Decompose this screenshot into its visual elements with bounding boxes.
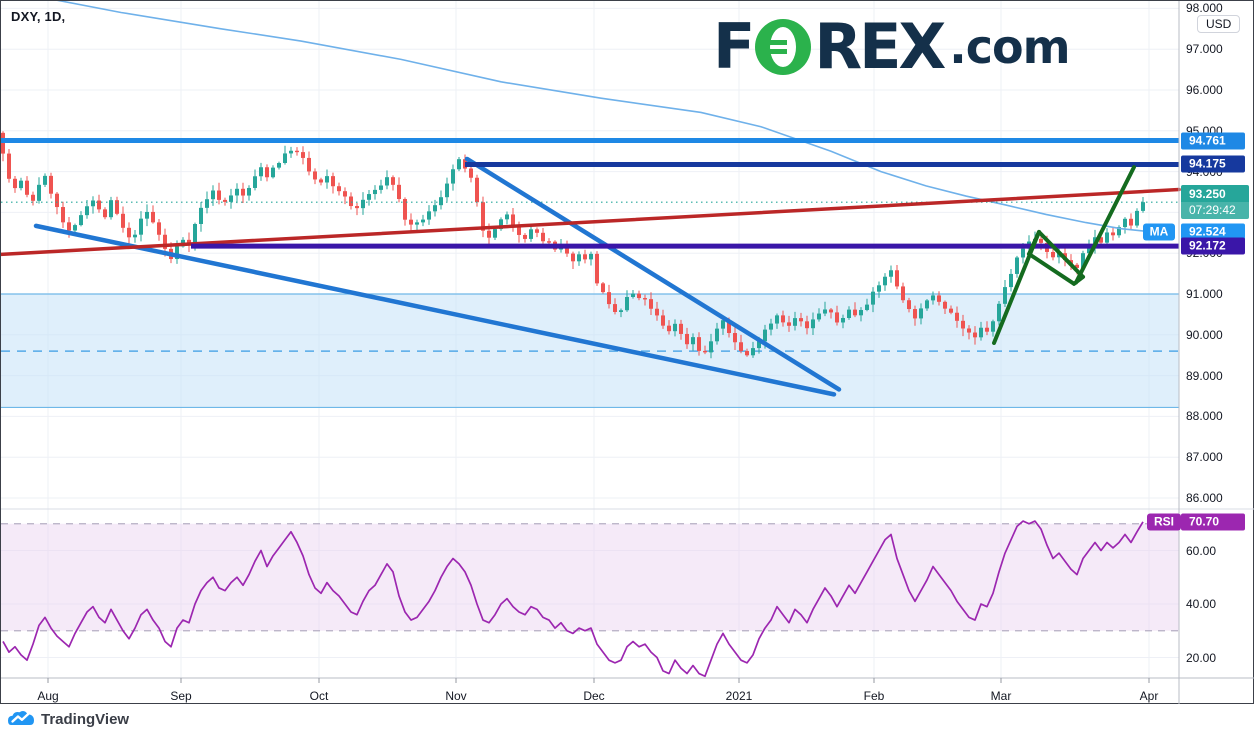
price-tick-98.000: 98.000 [1186, 1, 1223, 16]
tradingview-icon [8, 710, 34, 725]
price-tick-87.000: 87.000 [1186, 450, 1223, 465]
bull-flag-annotation[interactable] [992, 165, 1136, 345]
price-tick-90.000: 90.000 [1186, 327, 1223, 342]
candlesticks [1, 131, 1145, 359]
time-tick-Aug: Aug [37, 689, 59, 703]
rsi-band [1, 523, 1179, 632]
time-tick-2021: 2021 [725, 689, 753, 703]
time-tick-Nov: Nov [445, 689, 467, 703]
chart-widget: DXY, 1D, F REX .com USD 98.000 97.000 96.0… [0, 0, 1254, 704]
price-label-94175: 94.175 [1181, 155, 1245, 173]
current-price-label: 93.250 07:29:42 [1181, 185, 1249, 220]
time-tick-Sep: Sep [170, 689, 192, 703]
price-tick-89.000: 89.000 [1186, 368, 1223, 383]
ma-indicator-badge: MA [1143, 223, 1175, 241]
forex-logo-o-icon [755, 19, 812, 75]
time-tick-Feb: Feb [863, 689, 885, 703]
time-tick-Dec: Dec [583, 689, 605, 703]
price-label-94761: 94.761 [1181, 132, 1245, 150]
trendline-falling-wedge-lower[interactable] [33, 223, 837, 397]
price-tick-91.000: 91.000 [1186, 287, 1223, 301]
symbol-legend[interactable]: DXY, 1D, [11, 9, 66, 24]
ma-value-label: 92.524 [1181, 223, 1245, 241]
trendline-falling-wedge-upper[interactable] [464, 156, 842, 392]
bar-countdown: 07:29:42 [1181, 202, 1249, 220]
chart-canvas[interactable] [1, 1, 1254, 704]
forex-watermark-logo: F REX .com [713, 10, 1071, 83]
time-tick-Oct: Oct [309, 689, 329, 703]
time-tick-Mar: Mar [990, 689, 1012, 703]
currency-toggle-badge[interactable]: USD [1197, 15, 1241, 33]
rsi-tick-60.00: 60.00 [1186, 543, 1217, 558]
rsi-indicator-badge: RSI [1147, 513, 1181, 531]
current-price-value: 93.250 [1181, 185, 1249, 203]
time-tick-Apr: Apr [1139, 689, 1159, 703]
forex-logo-f: F [713, 10, 755, 83]
price-label-92172: 92.172 [1181, 237, 1245, 255]
rsi-line [2, 520, 1144, 678]
rsi-tick-20.00: 20.00 [1186, 650, 1217, 665]
price-tick-97.000: 97.000 [1186, 42, 1223, 57]
tradingview-attribution[interactable]: TradingView [8, 710, 129, 728]
support-zone [1, 293, 1179, 409]
tradingview-attribution-text: TradingView [41, 710, 130, 728]
price-tick-88.000: 88.000 [1186, 409, 1223, 424]
forex-logo-rex: REX [814, 10, 946, 83]
rsi-tick-40.00: 40.00 [1186, 597, 1217, 611]
rsi-value-label: 70.70 [1181, 513, 1245, 531]
price-tick-96.000: 96.000 [1186, 83, 1223, 97]
price-tick-86.000: 86.000 [1186, 491, 1223, 505]
forex-logo-com: .com [949, 20, 1070, 74]
trendline-rising-support-red[interactable] [1, 187, 1181, 257]
